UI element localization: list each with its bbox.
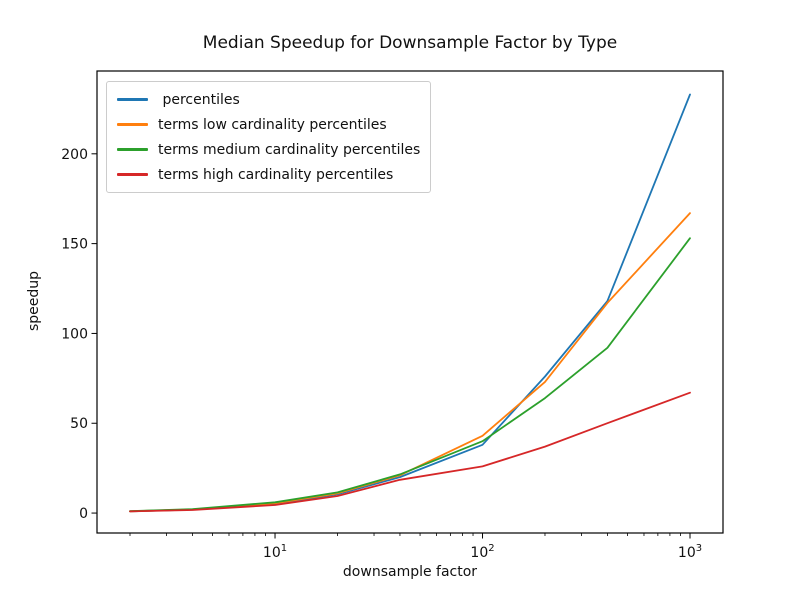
chart-title: Median Speedup for Downsample Factor by … (202, 33, 618, 53)
legend-label: terms high cardinality percentiles (158, 166, 394, 183)
x-tick-label: 101 (263, 543, 287, 561)
legend-label: percentiles (158, 91, 240, 108)
axes-frame (96, 70, 724, 534)
series-line-terms-high-cardinality-percentiles (129, 391, 691, 513)
legend-item: terms low cardinality percentiles (117, 114, 420, 135)
legend-item: terms high cardinality percentiles (117, 164, 420, 185)
legend-line-sample (117, 123, 148, 126)
legend: percentiles terms low cardinality percent… (106, 81, 432, 193)
y-tick-label: 200 (61, 147, 88, 163)
y-tick-label: 150 (61, 237, 88, 253)
x-tick-label: 103 (678, 543, 702, 561)
legend-line-sample (117, 148, 148, 151)
legend-label: terms medium cardinality percentiles (158, 141, 421, 158)
x-axis-label: downsample factor (342, 564, 478, 580)
legend-line-sample (117, 98, 148, 101)
y-tick-label: 0 (79, 506, 88, 522)
x-tick-label: 102 (470, 543, 494, 561)
series-line-terms-low-cardinality-percentiles (129, 212, 691, 513)
legend-line-sample (117, 173, 148, 176)
legend-item: percentiles (117, 89, 420, 110)
legend-item: terms medium cardinality percentiles (117, 139, 420, 160)
y-tick-label: 100 (61, 326, 88, 342)
legend-label: terms low cardinality percentiles (158, 116, 387, 133)
y-tick-label: 50 (70, 416, 88, 432)
series-line-terms-medium-cardinality-percentiles (129, 237, 691, 513)
y-axis-label: speedup (26, 270, 42, 332)
